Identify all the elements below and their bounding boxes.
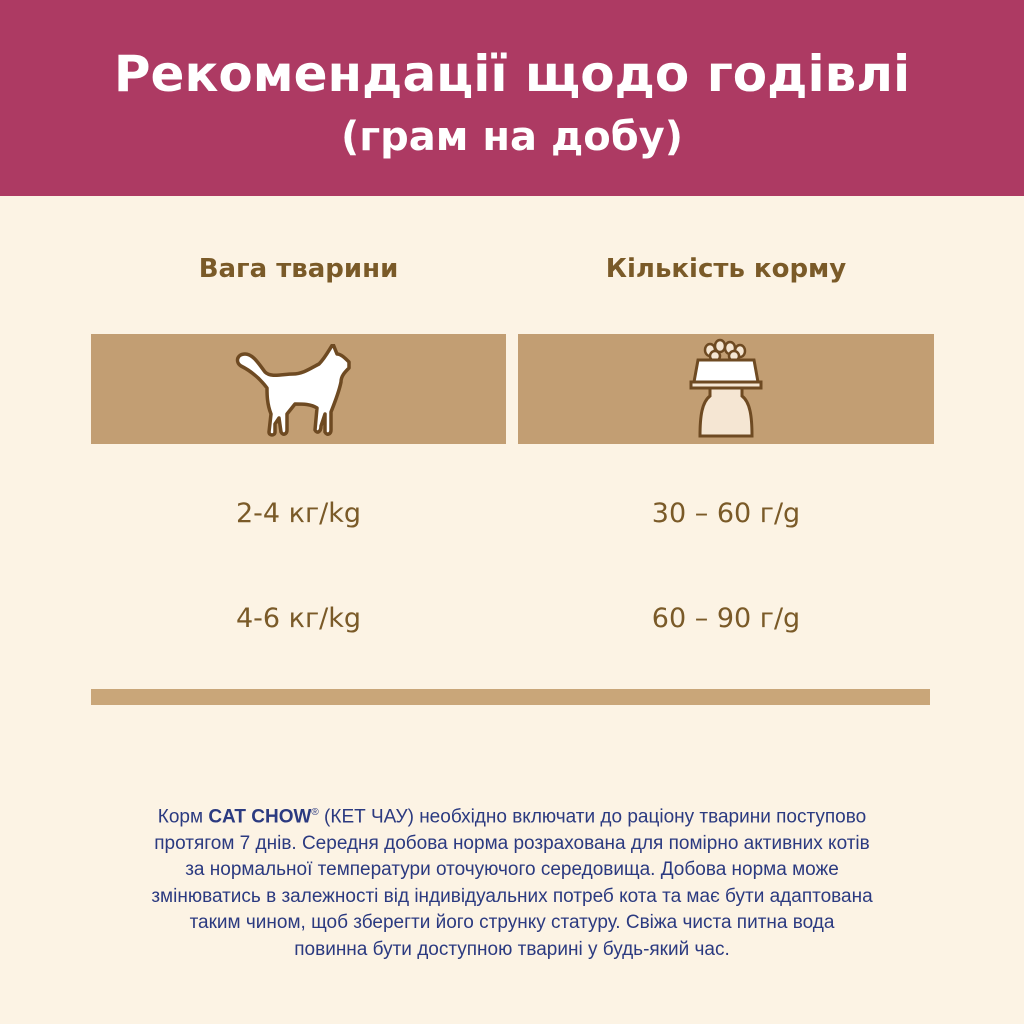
column-header-weight: Вага тварини [198,254,399,284]
header-banner: Рекомендації щодо годівлі (грам на добу) [0,0,1024,196]
weight-icon-panel [91,334,506,444]
page-subtitle: (грам на добу) [340,114,684,160]
note-text: Корм [157,806,209,828]
note-line: таким чином, щоб зберегти його струнку с… [189,912,835,934]
weight-cell: 4-6 кг/kg [235,603,362,634]
page-title: Рекомендації щодо годівлі [113,45,911,103]
feeding-note: Корм CAT CHOW® (КЕТ ЧАУ) необхідно включ… [80,800,944,963]
food-bowl-icon [689,338,763,438]
note-line: повинна бути доступною тварині у будь-як… [294,938,730,960]
column-header-amount: Кількість корму [605,254,847,284]
note-line: Корм CAT CHOW® (КЕТ ЧАУ) необхідно включ… [80,800,944,831]
note-text: (КЕТ ЧАУ) необхідно включати до раціону … [318,806,867,828]
registered-mark: ® [311,807,319,818]
note-line: за нормальної температури оточуючого сер… [185,859,839,881]
table-bottom-divider [91,689,930,705]
amount-cell: 30 – 60 г/g [651,498,801,529]
amount-icon-panel [518,334,934,444]
weight-cell: 2-4 кг/kg [235,498,362,529]
note-line: змінюватись в залежності від індивідуаль… [151,885,873,907]
note-line: протягом 7 днів. Середня добова норма ро… [154,832,870,854]
amount-cell: 60 – 90 г/g [651,603,801,634]
brand-name: CAT CHOW [208,806,312,828]
cat-icon [235,344,351,437]
